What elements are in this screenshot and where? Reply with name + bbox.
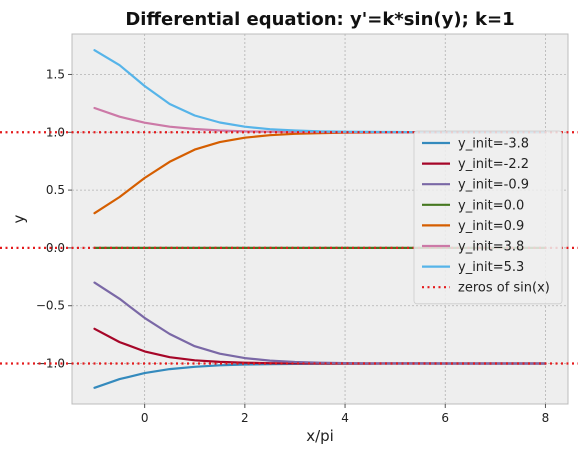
legend: y_init=-3.8 y_init=-2.2 y_init=-0.9 y_init=… xyxy=(413,130,563,305)
legend-label: y_init=-2.2 xyxy=(458,157,529,172)
legend-label: y_init=-3.8 xyxy=(458,137,529,152)
chart-title: Differential equation: y'=k*sin(y); k=1 xyxy=(125,9,514,30)
x-tick-label: 4 xyxy=(341,411,349,425)
y-tick-label: 1.5 xyxy=(46,67,65,81)
y-tick-label: −0.5 xyxy=(36,299,65,313)
x-axis-label: x/pi xyxy=(306,427,334,445)
legend-box xyxy=(413,130,563,305)
legend-label: zeros of sin(x) xyxy=(458,281,550,296)
legend-label: y_init=3.8 xyxy=(458,240,524,255)
legend-label: y_init=-0.9 xyxy=(458,178,529,193)
x-axis-ticks: 0 2 4 6 8 xyxy=(141,404,549,425)
legend-label: y_init=5.3 xyxy=(458,260,524,275)
y-tick-label: 0.5 xyxy=(46,183,65,197)
y-axis-label: y xyxy=(10,214,28,223)
x-tick-label: 8 xyxy=(542,411,550,425)
x-tick-label: 0 xyxy=(141,411,149,425)
legend-label: y_init=0.9 xyxy=(458,219,524,234)
legend-label: y_init=0.0 xyxy=(458,198,524,213)
x-tick-label: 2 xyxy=(241,411,249,425)
x-tick-label: 6 xyxy=(441,411,449,425)
